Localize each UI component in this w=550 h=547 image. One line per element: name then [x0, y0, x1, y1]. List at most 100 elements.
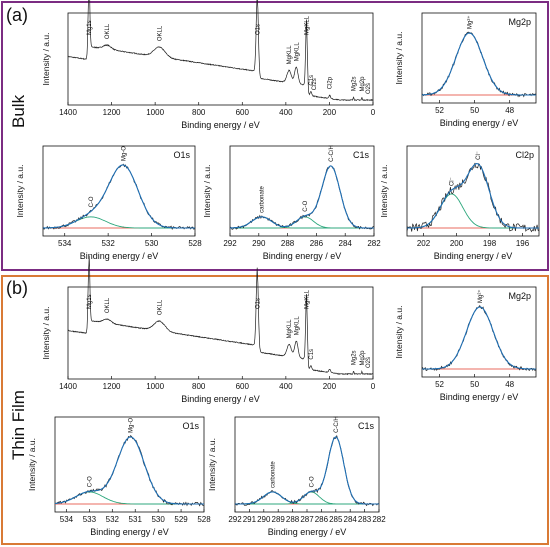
- x-tick-label: 400: [279, 108, 293, 117]
- x-tick-label: 800: [192, 108, 206, 117]
- fit-envelope-line: [407, 163, 539, 229]
- x-tick-label: 800: [192, 382, 206, 391]
- x-tick-label: 196: [516, 239, 530, 248]
- panel-title: Mg2p: [508, 291, 531, 301]
- fit-envelope-line: [54, 436, 204, 505]
- peak-annotation: Cl2s: [312, 78, 318, 90]
- survey-spectrum-line: [67, 255, 374, 376]
- x-tick-label: 200: [323, 108, 337, 117]
- component-peak: [54, 491, 204, 505]
- peak-annotation: MgKLL: [287, 45, 293, 65]
- x-tick-label: 1000: [146, 108, 164, 117]
- peak-annotation: O2s: [366, 83, 372, 94]
- x-tick-label: 290: [252, 239, 266, 248]
- y-axis-label: Intensity / a.u.: [394, 306, 404, 359]
- peak-annotation: C1s: [309, 75, 315, 86]
- x-tick-label: 600: [236, 382, 250, 391]
- peak-annotation: MgKLL: [294, 316, 300, 336]
- plot-area: [54, 416, 205, 513]
- panel-title: Cl2p: [515, 150, 534, 160]
- peak-label: C-O: [309, 476, 315, 487]
- x-axis-label: Binding energy / eV: [181, 394, 260, 404]
- raw-spectrum-line: [421, 31, 537, 98]
- x-tick-label: 1400: [59, 382, 77, 391]
- x-axis-label: Binding energy / eV: [80, 251, 159, 261]
- x-tick-label: 400: [279, 382, 293, 391]
- x-tick-label: 292: [223, 239, 237, 248]
- bulk-c1s-chart: C1s 292 290 288 286 284 282 Binding energy / eV…: [202, 145, 381, 261]
- x-tick-label: 1200: [103, 382, 121, 391]
- panel-label-b: (b): [6, 278, 28, 298]
- x-tick-label: 0: [371, 108, 376, 117]
- thin-film-frame: [1, 275, 549, 545]
- plot-area: [421, 12, 537, 104]
- plot-area: [234, 416, 380, 513]
- plot-area: [42, 145, 196, 237]
- survey-spectrum-line: [67, 0, 374, 102]
- x-tick-label: 284: [339, 239, 353, 248]
- plot-area: [67, 286, 374, 380]
- x-axis-label: Binding energy / eV: [181, 120, 260, 130]
- y-axis-label: Intensity / a.u.: [27, 438, 37, 491]
- x-axis-label: Binding energy / eV: [440, 392, 519, 402]
- x-axis-label: Binding energy / eV: [440, 118, 519, 128]
- y-axis-label: Intensity / a.u.: [41, 307, 51, 360]
- x-tick-label: 532: [106, 515, 120, 524]
- x-axis-label: Binding energy / eV: [90, 527, 169, 537]
- fit-envelope-line: [422, 32, 536, 96]
- film-mg2p-chart: Mg2p 52 50 48 Binding energy / eV Intensity /…: [394, 286, 537, 402]
- x-tick-label: 533: [83, 515, 97, 524]
- film-survey-chart: 1400 1200 1000 800 600 400 200 0 Binding energy …: [41, 255, 376, 404]
- x-tick-label: 292: [228, 515, 242, 524]
- peak-label: Cl⁻: [476, 151, 482, 160]
- x-tick-label: 52: [435, 106, 444, 115]
- x-tick-label: 50: [470, 106, 479, 115]
- peak-label: Mg²⁺: [477, 290, 484, 304]
- peak-annotation: O1s: [255, 298, 261, 309]
- peak-label: Mg²⁺: [466, 16, 473, 30]
- panel-title: C1s: [353, 150, 370, 160]
- x-tick-label: 198: [483, 239, 497, 248]
- x-tick-label: 531: [129, 515, 143, 524]
- film-c1s-chart: C1s 292 291 290 289 288 287 286 285 284 283 282 Bind…: [207, 416, 386, 537]
- component-peak: [407, 193, 539, 229]
- x-tick-label: 286: [315, 515, 329, 524]
- peak-label: carbonate: [270, 461, 276, 488]
- y-axis-label: Intensity / a.u.: [202, 165, 212, 218]
- x-axis-label: Binding energy / eV: [263, 251, 342, 261]
- x-tick-label: 600: [236, 108, 250, 117]
- x-tick-label: 534: [58, 239, 72, 248]
- peak-annotation: C1s: [309, 349, 315, 360]
- x-axis-label: Binding energy / eV: [434, 251, 513, 261]
- fit-envelope-line: [235, 436, 379, 505]
- x-tick-label: 48: [505, 106, 514, 115]
- y-axis-label: Intensity / a.u.: [41, 33, 51, 86]
- y-axis-label: Intensity / a.u.: [394, 32, 404, 85]
- x-tick-label: 52: [435, 380, 444, 389]
- peak-annotation: O2s: [366, 357, 372, 368]
- x-tick-label: 283: [358, 515, 372, 524]
- peak-annotation: MgKLL: [305, 15, 311, 35]
- panel-title: C1s: [358, 421, 375, 431]
- peak-annotation: O1s: [255, 24, 261, 35]
- peak-label: Cl⁻: [450, 177, 456, 186]
- x-tick-label: 534: [60, 515, 74, 524]
- x-tick-label: 50: [470, 380, 479, 389]
- peak-label: carbonate: [260, 185, 266, 212]
- peak-annotation: MgKLL: [305, 289, 311, 309]
- peak-label: C-C/H: [334, 416, 340, 433]
- panel-title: O1s: [182, 421, 199, 431]
- x-tick-label: 1200: [103, 108, 121, 117]
- raw-spectrum-line: [42, 163, 196, 231]
- peak-label: Mg-O: [121, 146, 127, 161]
- peak-annotation: Mg2p: [360, 76, 366, 92]
- x-tick-label: 48: [505, 380, 514, 389]
- peak-annotation: Mg2s: [352, 350, 358, 365]
- plot-area: [67, 12, 374, 106]
- plot-area: [229, 145, 375, 237]
- x-tick-label: 284: [344, 515, 358, 524]
- bulk-o1s-chart: O1s 534 532 530 528 Binding energy / eV Intens…: [15, 145, 202, 261]
- peak-annotation: Cl2p: [328, 76, 334, 89]
